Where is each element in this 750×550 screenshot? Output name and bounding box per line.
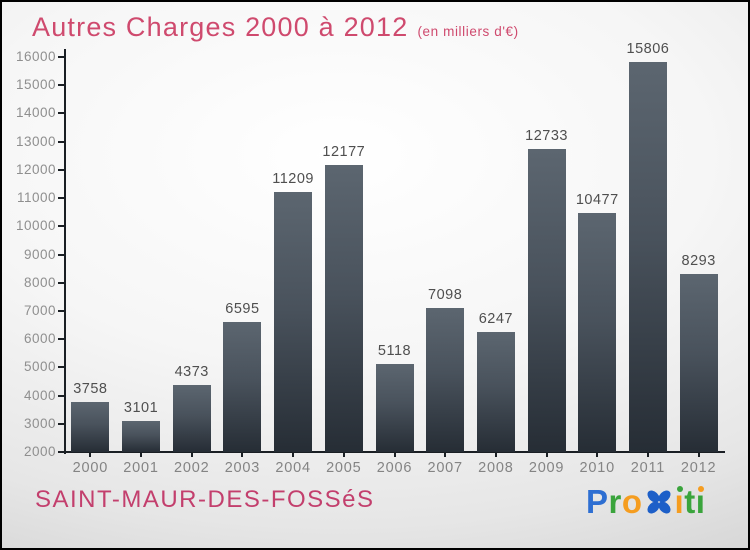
bar-value-label: 3758 bbox=[73, 381, 108, 398]
y-axis-label: 4000 bbox=[23, 387, 56, 403]
logo-letter: o bbox=[621, 483, 643, 520]
proxiti-logo: Pro ı tı bbox=[586, 483, 705, 525]
bar-value-label: 6595 bbox=[225, 301, 260, 318]
bar-value-label: 5118 bbox=[377, 343, 412, 360]
bar bbox=[578, 212, 617, 452]
bar-value-label: 15806 bbox=[626, 41, 670, 58]
bar-value-label: 7098 bbox=[428, 287, 463, 304]
y-axis-tick bbox=[58, 225, 65, 228]
logo-letter: r bbox=[608, 483, 622, 520]
x-axis-label: 2012 bbox=[680, 460, 717, 476]
y-axis-tick bbox=[58, 140, 65, 143]
bar-value-label: 8293 bbox=[681, 253, 716, 270]
y-axis-label: 7000 bbox=[23, 302, 56, 318]
bar bbox=[324, 164, 363, 452]
y-axis-tick bbox=[58, 197, 65, 200]
bar-value-label: 11209 bbox=[272, 171, 314, 188]
y-axis-label: 8000 bbox=[23, 274, 56, 290]
x-axis-label: 2009 bbox=[528, 460, 565, 476]
y-axis-tick bbox=[58, 451, 65, 453]
x-axis-tick bbox=[697, 453, 700, 457]
y-axis-tick bbox=[58, 394, 65, 397]
bar bbox=[274, 192, 313, 452]
bar bbox=[527, 149, 566, 452]
x-axis-label: 2003 bbox=[224, 460, 261, 476]
y-axis-tick bbox=[58, 338, 65, 341]
y-axis-label: 10000 bbox=[15, 218, 56, 234]
bar bbox=[628, 62, 667, 452]
bar bbox=[71, 402, 110, 452]
chart-title: Autres Charges 2000 à 2012 bbox=[32, 12, 409, 42]
y-axis-label: 15000 bbox=[15, 77, 56, 93]
y-axis-tick bbox=[58, 253, 65, 256]
y-axis-label: 5000 bbox=[23, 359, 56, 375]
y-axis-label: 13000 bbox=[15, 133, 56, 149]
logo-letter-i: ı bbox=[674, 483, 685, 520]
x-axis-label: 2004 bbox=[275, 460, 311, 476]
y-axis-label: 6000 bbox=[23, 331, 56, 347]
chart-subtitle: (en milliers d'€) bbox=[417, 24, 519, 39]
bar-value-label: 12177 bbox=[322, 143, 366, 160]
bar bbox=[172, 385, 211, 452]
logo-x-icon bbox=[644, 487, 674, 525]
y-axis-label: 9000 bbox=[23, 246, 56, 262]
x-axis-tick bbox=[241, 453, 244, 457]
x-axis-label: 2006 bbox=[376, 460, 413, 476]
city-name: SAINT-MAUR-DES-FOSSéS bbox=[35, 486, 375, 513]
logo-letter-i: ı bbox=[695, 483, 706, 520]
x-axis-tick bbox=[190, 453, 193, 457]
x-axis-tick bbox=[140, 453, 143, 457]
bar-value-label: 12733 bbox=[525, 128, 568, 145]
bar bbox=[223, 322, 262, 452]
x-axis-tick bbox=[444, 453, 447, 457]
bar bbox=[426, 308, 465, 452]
logo-letter: P bbox=[586, 483, 609, 520]
x-axis-label: 2002 bbox=[173, 460, 210, 476]
y-axis-label: 12000 bbox=[15, 161, 56, 177]
bar bbox=[476, 332, 515, 452]
y-axis-tick bbox=[58, 56, 65, 58]
x-axis-label: 2010 bbox=[579, 460, 615, 476]
bar bbox=[122, 420, 161, 452]
x-axis-tick bbox=[393, 453, 396, 457]
y-axis-label: 11000 bbox=[16, 190, 56, 206]
bar-value-label: 10477 bbox=[575, 191, 619, 208]
bar-value-label: 3101 bbox=[123, 399, 159, 416]
y-axis-tick bbox=[58, 422, 65, 425]
x-axis-label: 2001 bbox=[123, 460, 159, 476]
y-axis-label: 3000 bbox=[23, 415, 56, 431]
x-axis-label: 2005 bbox=[326, 460, 362, 476]
x-axis-tick bbox=[646, 453, 649, 457]
x-axis-tick bbox=[494, 453, 497, 457]
bar-value-label: 6247 bbox=[478, 311, 513, 328]
x-axis-tick bbox=[545, 453, 548, 457]
y-axis-label: 14000 bbox=[15, 105, 56, 121]
x-axis-line bbox=[64, 451, 725, 453]
y-axis-tick bbox=[58, 309, 65, 312]
x-axis-tick bbox=[89, 453, 92, 457]
y-axis-tick bbox=[58, 366, 65, 369]
x-axis-tick bbox=[292, 453, 295, 457]
bar-value-label: 4373 bbox=[174, 364, 209, 381]
y-axis-label: 2000 bbox=[23, 444, 56, 459]
bar bbox=[375, 364, 414, 452]
y-axis-tick bbox=[58, 84, 65, 87]
x-axis-label: 2000 bbox=[72, 460, 109, 476]
x-axis-tick bbox=[596, 453, 599, 457]
y-axis-tick bbox=[58, 168, 65, 171]
chart-title-row: Autres Charges 2000 à 2012 (en milliers d… bbox=[32, 12, 519, 43]
logo-letter: t bbox=[684, 483, 696, 520]
x-axis-tick bbox=[342, 453, 345, 457]
x-axis-label: 2007 bbox=[427, 460, 463, 476]
y-axis-line bbox=[64, 49, 66, 454]
y-axis-label: 16000 bbox=[15, 49, 56, 64]
bar bbox=[679, 274, 718, 452]
y-axis-tick bbox=[58, 281, 65, 284]
x-axis-label: 2008 bbox=[478, 460, 514, 476]
x-axis-label: 2011 bbox=[630, 460, 666, 476]
y-axis-tick bbox=[58, 112, 65, 115]
